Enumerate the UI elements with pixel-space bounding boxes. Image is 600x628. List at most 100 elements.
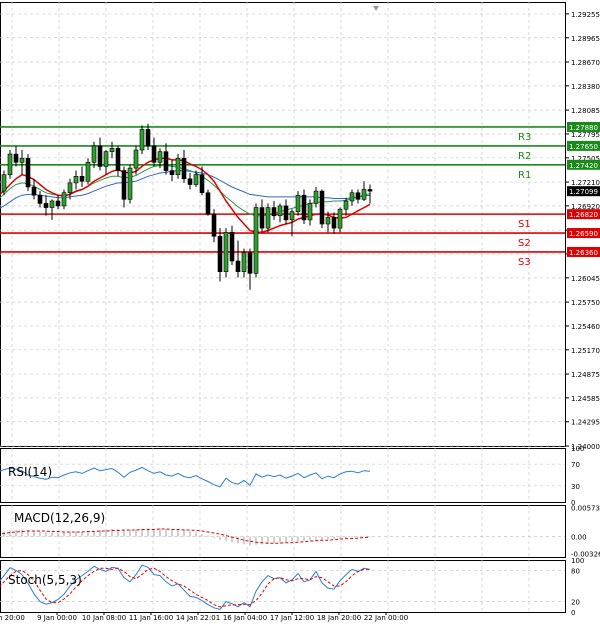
candle-body (31, 186, 37, 196)
candle-body (163, 151, 169, 171)
candle-body (67, 182, 73, 194)
x-tick-label: h 20:00 (0, 614, 25, 622)
rsi-y-tick-label: 0 (571, 499, 575, 507)
level-name-r1: R1 (518, 170, 531, 181)
candle-body (265, 207, 271, 229)
level-name-s2: S2 (518, 238, 531, 249)
candle-body (97, 145, 103, 167)
candle-body (139, 129, 145, 151)
stoch-y-tick-label: 0 (571, 609, 575, 617)
candle-body (109, 148, 115, 152)
candle-body (79, 176, 85, 182)
candle-body (337, 208, 343, 229)
macd-y-tick-label: -0.003269 (571, 550, 600, 558)
stoch-y-tick-label: 100 (571, 557, 584, 565)
candle-body (217, 236, 223, 272)
rsi-y-tick-label: 100 (571, 445, 584, 453)
candle-body (283, 205, 289, 221)
axes: 1.29255 1.28965 1.28670 1.28380 1.28085 1.277… (0, 11, 600, 622)
ma-slow-line (0, 170, 371, 209)
candle-body (43, 203, 49, 208)
x-tick-label: 14 Jan 22:01 (176, 614, 220, 622)
candle-body (7, 153, 13, 175)
rsi-line (0, 466, 371, 488)
candle-body (103, 151, 109, 167)
candle-body (253, 207, 259, 274)
x-tick-label: 9 Jan 00:00 (37, 614, 77, 622)
rsi-panel (0, 466, 371, 488)
candle-body (361, 189, 367, 200)
candle-body (289, 211, 295, 221)
macd-panel (0, 528, 371, 546)
stoch-title: Stoch(5,5,3) (8, 573, 82, 587)
rsi-border (0, 448, 566, 503)
candle-body (73, 176, 79, 184)
candle-body (193, 174, 199, 185)
candle-body (13, 153, 19, 163)
candle-body (199, 174, 205, 194)
candle-body (205, 192, 211, 215)
candle-body (211, 213, 217, 237)
candle-body (247, 252, 253, 274)
x-tick-label: 10 Jan 08:00 (82, 614, 126, 622)
rsi-title: RSI(14) (8, 465, 52, 479)
candle-body (355, 192, 361, 200)
stoch-y-tick-label: 80 (571, 567, 580, 575)
level-name-s1: S1 (518, 219, 531, 230)
candle-body (61, 192, 67, 207)
y-tick-label: 1.27505 (571, 155, 600, 163)
macd-y-tick-label: 0.005731 (571, 504, 600, 512)
candle-body (169, 170, 175, 175)
current-price-label: 1.27099 (569, 188, 598, 196)
candle-body (157, 151, 163, 163)
level-price-tag (567, 140, 600, 151)
candle-body (331, 217, 337, 229)
candle-body (121, 170, 127, 200)
candle-body (187, 178, 193, 185)
x-tick-label: 22 Jan 00:00 (364, 614, 408, 622)
candle-body (319, 190, 325, 225)
y-tick-label: 1.26920 (571, 203, 600, 211)
ma-fast-line (0, 157, 371, 233)
candle-body (259, 207, 265, 229)
level-price-label: 1.27650 (569, 143, 598, 151)
candle-body (277, 205, 283, 217)
candle-body (349, 192, 355, 202)
level-price-tag (567, 121, 600, 132)
candle-body (295, 194, 301, 212)
y-tick-label: 1.28965 (571, 35, 600, 43)
level-price-tag (567, 159, 600, 170)
x-tick-label: 16 Jan 04:00 (223, 614, 267, 622)
level-price-label: 1.27420 (569, 162, 598, 170)
candle-body (85, 162, 91, 182)
y-tick-label: 1.25750 (571, 299, 600, 307)
candle-body (151, 145, 157, 163)
candle-body (235, 260, 241, 272)
candle-body (133, 149, 139, 169)
chart-shift-marker (373, 6, 379, 11)
level-name-r3: R3 (518, 132, 531, 143)
y-tick-label: 1.24585 (571, 395, 600, 403)
candle-body (175, 157, 181, 175)
candle-body (25, 157, 31, 188)
level-price-tag (567, 209, 600, 220)
level-price-tag (567, 246, 600, 257)
x-tick-label: 17 Jan 12:00 (270, 614, 314, 622)
level-price-tag (567, 228, 600, 239)
candle-body (181, 157, 187, 180)
stoch-panel (0, 564, 371, 610)
candle-body (55, 200, 61, 207)
candle-body (37, 194, 43, 204)
candle-body (301, 194, 307, 221)
candle-body (49, 200, 55, 208)
rsi-y-tick-label: 70 (571, 461, 580, 469)
y-tick-label: 1.24875 (571, 371, 600, 379)
level-price-label: 1.26590 (569, 230, 598, 238)
y-tick-label: 1.28380 (571, 83, 600, 91)
candle-body (367, 189, 373, 192)
candle-body (313, 190, 319, 204)
price-panel: R3 R2 R1 S1 S2 S3 (0, 6, 565, 290)
candle-body (91, 145, 97, 163)
rsi-y-tick-label: 30 (571, 483, 580, 491)
y-tick-label: 1.28085 (571, 107, 600, 115)
